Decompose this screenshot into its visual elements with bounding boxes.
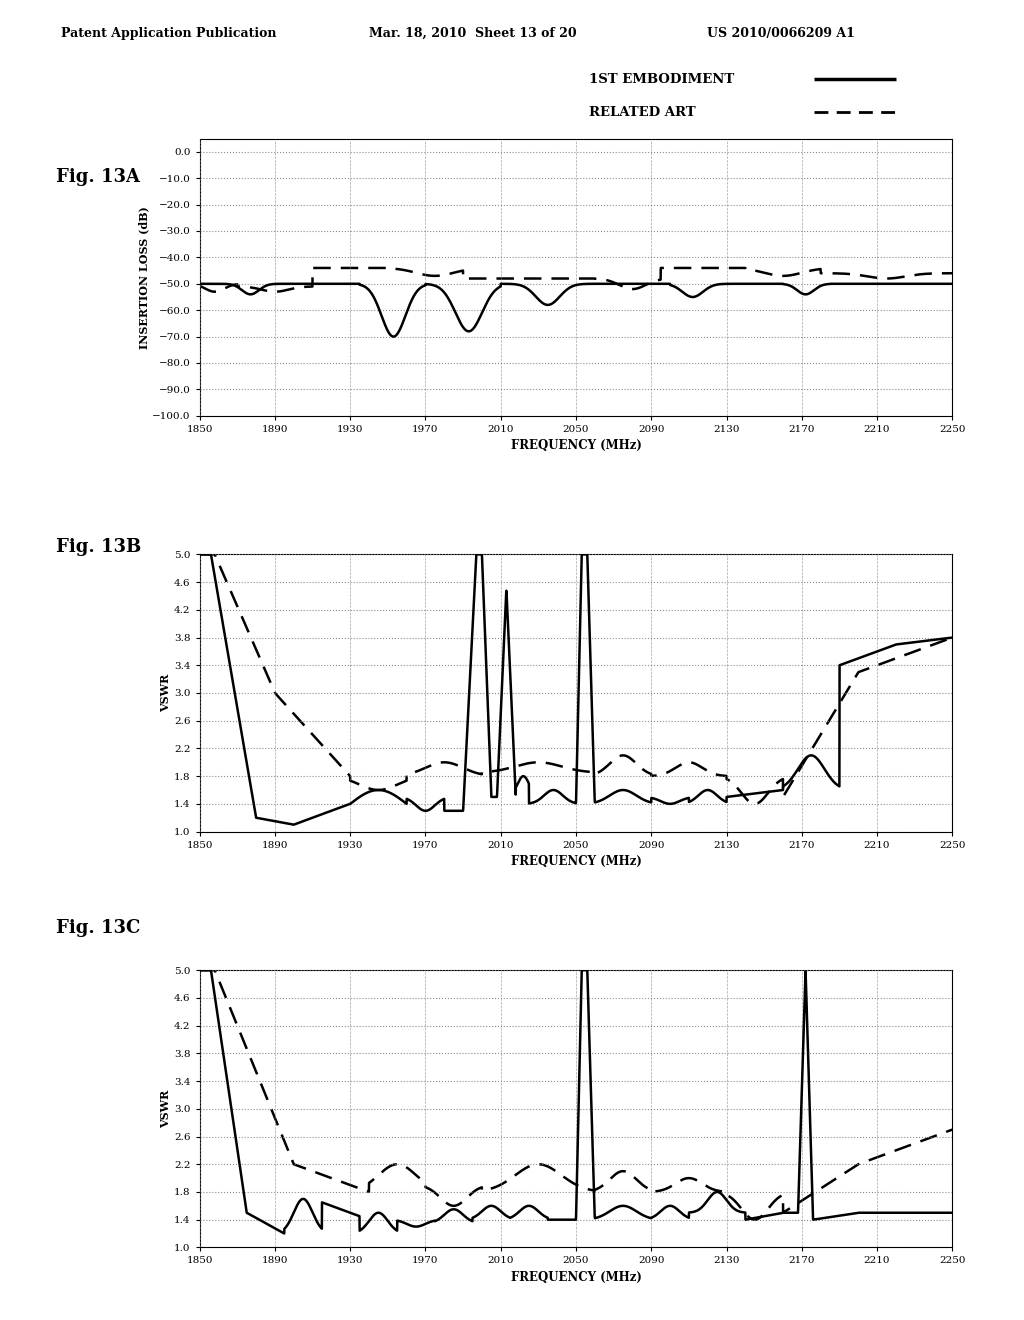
X-axis label: FREQUENCY (MHz): FREQUENCY (MHz) — [511, 440, 641, 453]
X-axis label: FREQUENCY (MHz): FREQUENCY (MHz) — [511, 855, 641, 869]
Text: Fig. 13C: Fig. 13C — [56, 919, 140, 937]
Text: Mar. 18, 2010  Sheet 13 of 20: Mar. 18, 2010 Sheet 13 of 20 — [369, 26, 577, 40]
Text: Patent Application Publication: Patent Application Publication — [61, 26, 276, 40]
X-axis label: FREQUENCY (MHz): FREQUENCY (MHz) — [511, 1271, 641, 1284]
Text: RELATED ART: RELATED ART — [589, 106, 695, 119]
Text: Fig. 13B: Fig. 13B — [56, 537, 141, 556]
Text: US 2010/0066209 A1: US 2010/0066209 A1 — [707, 26, 854, 40]
Text: 1ST EMBODIMENT: 1ST EMBODIMENT — [589, 73, 734, 86]
Y-axis label: INSERTION LOSS (dB): INSERTION LOSS (dB) — [138, 206, 150, 348]
Y-axis label: VSWR: VSWR — [161, 1090, 171, 1127]
Y-axis label: VSWR: VSWR — [161, 675, 171, 711]
Text: Fig. 13A: Fig. 13A — [56, 168, 140, 186]
